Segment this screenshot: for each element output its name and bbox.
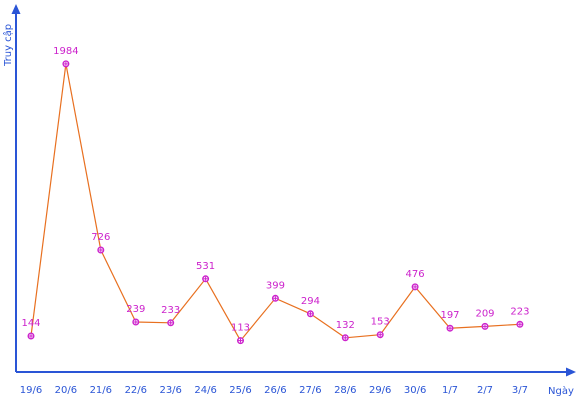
data-label: 233 [161,305,180,316]
x-tick-label: 1/7 [442,385,458,396]
data-label: 399 [266,280,285,291]
x-tick-label: 28/6 [334,385,356,396]
data-point [62,60,70,68]
x-tick-label: 24/6 [194,385,216,396]
x-tick-label: 22/6 [125,385,147,396]
x-tick-label: 19/6 [20,385,42,396]
x-axis-arrow [566,367,576,377]
x-tick-label: 3/7 [512,385,528,396]
data-point [236,337,244,345]
y-axis-arrow [11,4,21,14]
data-point [27,332,35,340]
data-label: 144 [21,318,40,329]
data-point [516,320,524,328]
x-tick-label: 29/6 [369,385,391,396]
data-label: 531 [196,261,215,272]
data-point [341,334,349,342]
data-point [481,322,489,330]
data-label: 153 [371,317,390,328]
data-point [306,310,314,318]
x-tick-label: 30/6 [404,385,426,396]
data-point [271,294,279,302]
x-tick-labels: 19/6 20/6 21/6 22/6 23/6 24/6 25/6 26/6 27/6 28/6… [20,385,528,396]
data-label: 239 [126,304,145,315]
data-point [97,246,105,254]
data-label: 197 [440,310,459,321]
y-axis-title: Truy cập [2,24,14,67]
x-tick-label: 25/6 [229,385,251,396]
x-tick-label: 2/7 [477,385,493,396]
data-labels: 144 1984 726 239 233 531 113 399 294 132 153 476 197… [21,46,529,334]
data-point [202,275,210,283]
data-label: 294 [301,296,320,307]
data-point [446,324,454,332]
data-points [27,60,524,345]
data-label: 1984 [53,46,78,57]
data-label: 113 [231,323,250,334]
data-label: 726 [91,232,110,243]
data-label: 476 [406,269,425,280]
x-tick-label: 27/6 [299,385,321,396]
data-label: 132 [336,320,355,331]
x-tick-label: 20/6 [55,385,77,396]
data-label: 223 [510,306,529,317]
x-tick-label: 23/6 [159,385,181,396]
data-point [167,319,175,327]
x-tick-label: 21/6 [90,385,112,396]
data-point [132,318,140,326]
data-point [411,283,419,291]
data-label: 209 [475,308,494,319]
data-point [376,331,384,339]
x-axis-title: Ngày [548,385,574,397]
axes: Truy cập Ngày [2,4,576,397]
x-tick-label: 26/6 [264,385,286,396]
